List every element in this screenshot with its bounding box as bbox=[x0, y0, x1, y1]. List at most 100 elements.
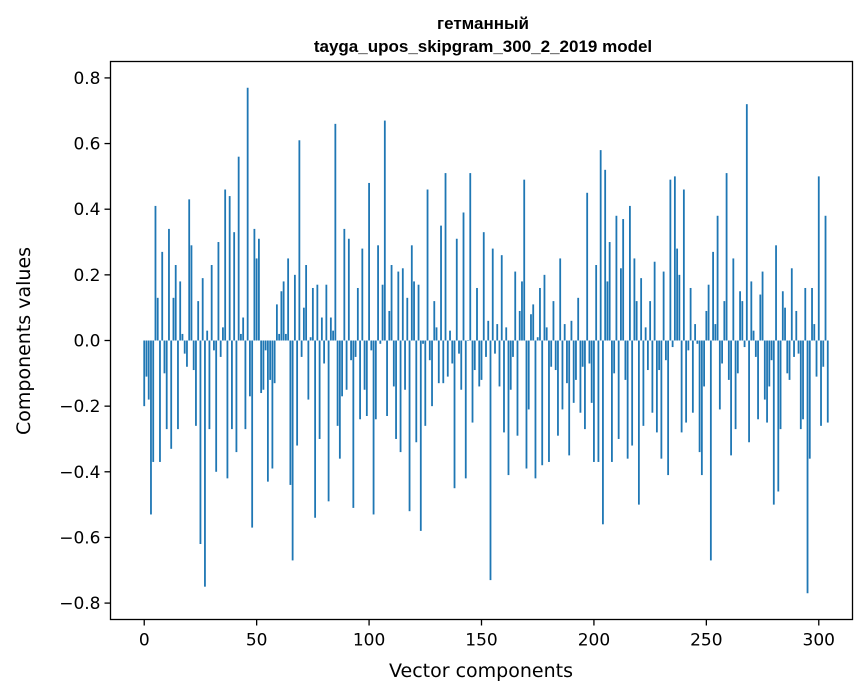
bar bbox=[491, 248, 494, 341]
bar bbox=[662, 271, 665, 341]
bar bbox=[512, 340, 514, 357]
bar bbox=[734, 340, 737, 430]
bar bbox=[168, 228, 170, 341]
bar bbox=[345, 340, 348, 390]
bar bbox=[314, 340, 317, 518]
bar bbox=[604, 169, 607, 341]
bar bbox=[264, 340, 267, 351]
bar bbox=[195, 340, 197, 426]
y-tick-label: 0.2 bbox=[73, 266, 100, 286]
bar bbox=[377, 245, 379, 341]
bar bbox=[458, 340, 460, 354]
bar bbox=[824, 215, 827, 341]
bar bbox=[478, 340, 481, 387]
bar bbox=[667, 340, 670, 476]
bar bbox=[739, 291, 741, 341]
bar bbox=[550, 340, 553, 367]
bar bbox=[788, 340, 791, 380]
bar bbox=[637, 340, 640, 505]
bar bbox=[417, 284, 420, 341]
bar bbox=[188, 199, 191, 341]
bar bbox=[653, 261, 656, 341]
bar bbox=[255, 258, 258, 341]
bar bbox=[446, 340, 449, 377]
bar bbox=[388, 310, 391, 341]
bar bbox=[201, 278, 204, 341]
bar bbox=[219, 340, 222, 357]
bar bbox=[557, 340, 559, 436]
bar bbox=[581, 340, 584, 367]
bar bbox=[451, 340, 454, 364]
bar bbox=[361, 248, 364, 341]
bar bbox=[721, 340, 723, 364]
bar bbox=[258, 238, 260, 341]
bar bbox=[725, 173, 728, 341]
bar bbox=[527, 340, 530, 410]
bar bbox=[280, 291, 283, 341]
bar bbox=[302, 307, 305, 341]
bar bbox=[590, 340, 593, 403]
bar bbox=[635, 301, 638, 341]
y-tick-label: 0.0 bbox=[73, 332, 100, 352]
chart-title-line-1: гетманный bbox=[437, 14, 529, 33]
bar bbox=[797, 340, 800, 354]
bar bbox=[676, 248, 679, 341]
bar bbox=[341, 340, 343, 397]
bar bbox=[161, 251, 164, 341]
bar bbox=[599, 150, 602, 341]
bar bbox=[325, 284, 328, 341]
y-tick-label: −0.2 bbox=[59, 397, 100, 417]
bar bbox=[633, 258, 636, 341]
bar bbox=[552, 301, 555, 341]
y-tick-label: 0.6 bbox=[73, 135, 100, 155]
bar bbox=[318, 340, 321, 439]
bar bbox=[213, 340, 215, 351]
bar bbox=[703, 340, 705, 387]
bar bbox=[365, 340, 368, 416]
bar bbox=[655, 340, 658, 433]
bar bbox=[566, 340, 568, 384]
bar bbox=[496, 324, 499, 341]
bar bbox=[159, 340, 161, 462]
bar bbox=[759, 294, 762, 341]
bar bbox=[597, 340, 600, 462]
bar bbox=[298, 140, 301, 341]
bar bbox=[177, 340, 179, 430]
bar bbox=[761, 271, 764, 341]
bar bbox=[217, 242, 220, 341]
bar bbox=[707, 284, 710, 341]
bar bbox=[518, 310, 521, 341]
y-tick-label: −0.6 bbox=[59, 528, 100, 548]
bar bbox=[757, 340, 759, 420]
bar bbox=[649, 301, 652, 341]
bar bbox=[296, 340, 299, 446]
bar bbox=[793, 340, 795, 357]
bar bbox=[307, 340, 310, 400]
bar bbox=[698, 340, 701, 453]
bar bbox=[611, 340, 613, 462]
bar bbox=[262, 340, 265, 390]
bar bbox=[505, 327, 508, 341]
bar bbox=[763, 340, 766, 400]
bar bbox=[462, 212, 465, 341]
bar bbox=[467, 340, 469, 341]
bar bbox=[406, 297, 409, 341]
bar bbox=[174, 265, 177, 341]
bar bbox=[545, 327, 548, 341]
bar bbox=[165, 340, 168, 430]
bar bbox=[464, 340, 467, 479]
bar bbox=[822, 340, 825, 367]
bar bbox=[482, 232, 485, 341]
bar bbox=[271, 340, 274, 469]
bar bbox=[320, 317, 323, 341]
bar bbox=[392, 340, 395, 387]
bar bbox=[449, 330, 451, 341]
bar bbox=[244, 340, 247, 430]
bar bbox=[190, 245, 193, 341]
bar bbox=[631, 340, 634, 446]
bar bbox=[336, 340, 339, 426]
bar bbox=[226, 340, 229, 479]
bar bbox=[395, 340, 397, 439]
bar bbox=[730, 340, 732, 456]
bar bbox=[660, 340, 663, 459]
